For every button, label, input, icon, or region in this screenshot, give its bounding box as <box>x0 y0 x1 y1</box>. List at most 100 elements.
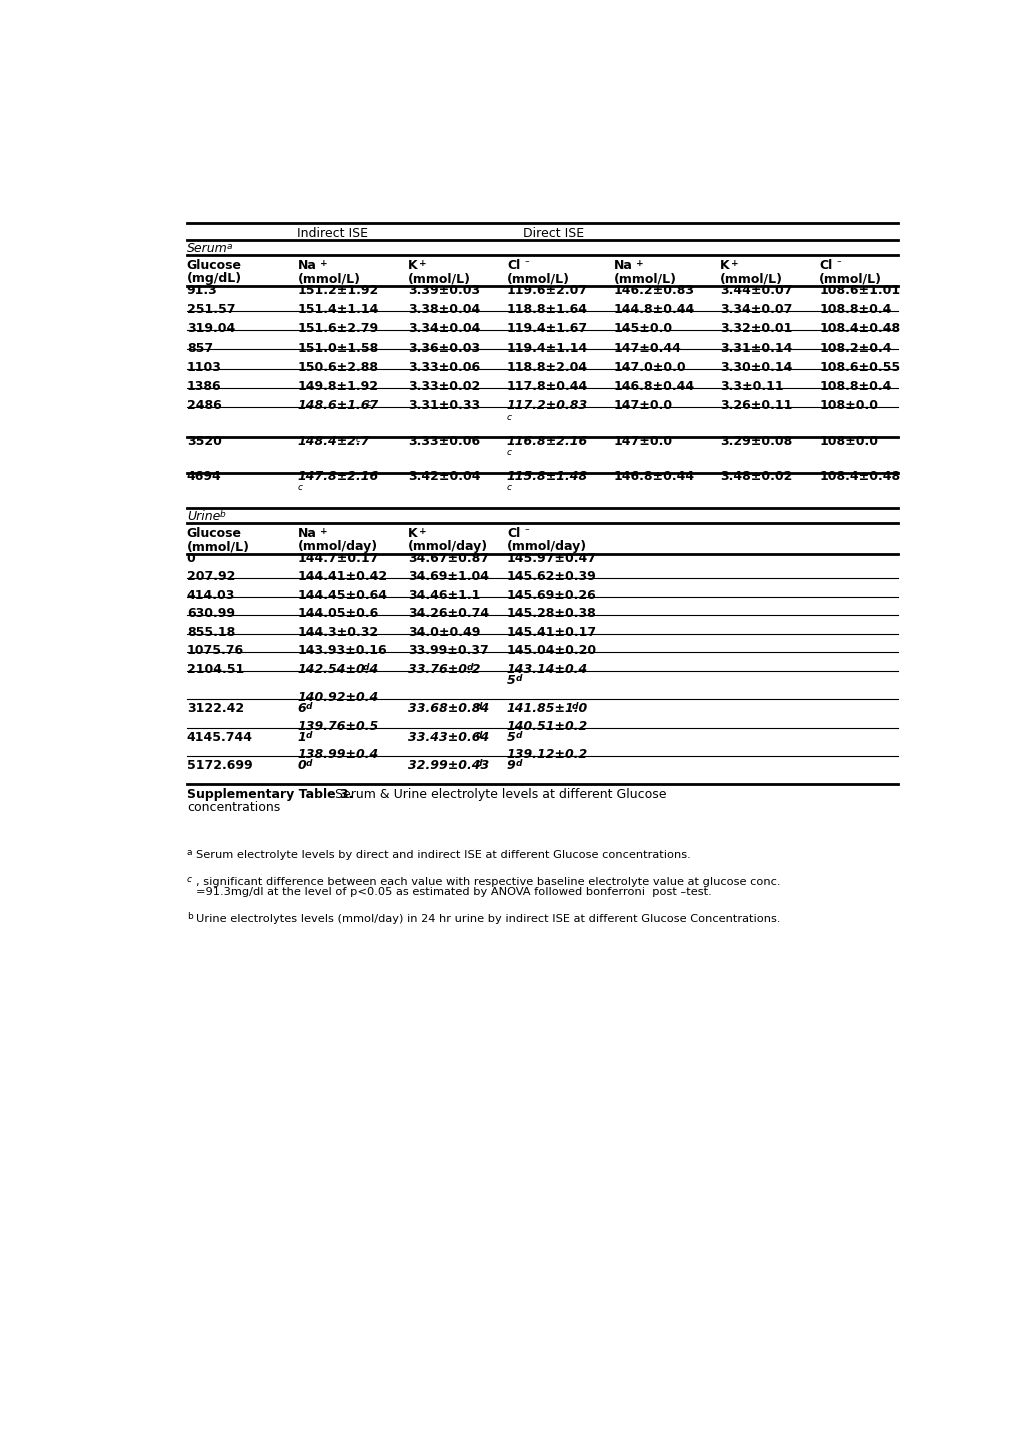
Text: Serum: Serum <box>186 242 227 255</box>
Text: c: c <box>506 413 512 421</box>
Text: (mmol/day): (mmol/day) <box>298 541 377 554</box>
Text: 1075.76: 1075.76 <box>186 645 244 658</box>
Text: 108.6±0.55: 108.6±0.55 <box>818 361 900 374</box>
Text: 3.38±0.04: 3.38±0.04 <box>408 303 480 316</box>
Text: 139.76±0.5: 139.76±0.5 <box>298 720 378 733</box>
Text: ⁻: ⁻ <box>836 260 841 268</box>
Text: 0: 0 <box>298 759 306 772</box>
Text: 118.8±1.64: 118.8±1.64 <box>506 303 587 316</box>
Text: d: d <box>466 662 473 672</box>
Text: 145.97±0.47: 145.97±0.47 <box>506 553 596 566</box>
Text: 147.8±2.16: 147.8±2.16 <box>298 470 378 483</box>
Text: 108.4±0.48: 108.4±0.48 <box>818 322 900 336</box>
Text: 3122.42: 3122.42 <box>186 703 244 716</box>
Text: 119.6±2.07: 119.6±2.07 <box>506 284 588 297</box>
Text: d: d <box>476 759 482 768</box>
Text: 145.28±0.38: 145.28±0.38 <box>506 608 596 620</box>
Text: (mmol/day): (mmol/day) <box>408 541 488 554</box>
Text: K: K <box>408 527 418 540</box>
Text: 138.99±0.4: 138.99±0.4 <box>298 749 378 762</box>
Text: Glucose: Glucose <box>186 260 242 273</box>
Text: 3.34±0.07: 3.34±0.07 <box>719 303 792 316</box>
Text: 141.85±1.0: 141.85±1.0 <box>506 703 588 716</box>
Text: Indirect ISE: Indirect ISE <box>298 227 368 240</box>
Text: 144.41±0.42: 144.41±0.42 <box>298 570 387 583</box>
Text: b: b <box>220 509 225 518</box>
Text: 117.8±0.44: 117.8±0.44 <box>506 381 588 394</box>
Text: 151.6±2.79: 151.6±2.79 <box>298 322 378 336</box>
Text: 140.92±0.4: 140.92±0.4 <box>298 691 378 704</box>
Text: Cl: Cl <box>818 260 832 273</box>
Text: Glucose: Glucose <box>186 527 242 540</box>
Text: 5172.699: 5172.699 <box>186 759 252 772</box>
Text: (mmol/L): (mmol/L) <box>408 273 471 286</box>
Text: 34.69±1.04: 34.69±1.04 <box>408 570 489 583</box>
Text: 146.8±0.44: 146.8±0.44 <box>613 381 694 394</box>
Text: 146.2±0.83: 146.2±0.83 <box>613 284 694 297</box>
Text: 147±0.44: 147±0.44 <box>613 342 681 355</box>
Text: 3.33±0.02: 3.33±0.02 <box>408 381 480 394</box>
Text: Na: Na <box>298 260 316 273</box>
Text: d: d <box>306 759 313 768</box>
Text: d: d <box>306 703 313 711</box>
Text: 3.42±0.04: 3.42±0.04 <box>408 470 480 483</box>
Text: a: a <box>186 847 193 857</box>
Text: 108.6±1.01: 108.6±1.01 <box>818 284 900 297</box>
Text: 91.3: 91.3 <box>186 284 217 297</box>
Text: 33.68±0.84: 33.68±0.84 <box>408 703 489 716</box>
Text: 3.48±0.02: 3.48±0.02 <box>719 470 792 483</box>
Text: Urine electrolytes levels (mmol/day) in 24 hr urine by indirect ISE at different: Urine electrolytes levels (mmol/day) in … <box>196 915 780 925</box>
Text: 145±0.0: 145±0.0 <box>613 322 673 336</box>
Text: 143.93±0.16: 143.93±0.16 <box>298 645 386 658</box>
Text: 1103: 1103 <box>186 361 221 374</box>
Text: c: c <box>356 434 361 444</box>
Text: (mmol/L): (mmol/L) <box>186 541 250 554</box>
Text: Cl: Cl <box>506 527 520 540</box>
Text: 144.8±0.44: 144.8±0.44 <box>613 303 694 316</box>
Text: Direct ISE: Direct ISE <box>522 227 583 240</box>
Text: 119.4±1.14: 119.4±1.14 <box>506 342 588 355</box>
Text: d: d <box>516 674 522 683</box>
Text: 147.0±0.0: 147.0±0.0 <box>613 361 686 374</box>
Text: 3.31±0.33: 3.31±0.33 <box>408 400 480 413</box>
Text: 414.03: 414.03 <box>186 589 235 602</box>
Text: 3.33±0.06: 3.33±0.06 <box>408 361 480 374</box>
Text: 3520: 3520 <box>186 434 221 447</box>
Text: 148.6±1.67: 148.6±1.67 <box>298 400 378 413</box>
Text: c: c <box>506 483 512 492</box>
Text: d: d <box>306 730 313 739</box>
Text: 4145.744: 4145.744 <box>186 730 253 743</box>
Text: 33.99±0.37: 33.99±0.37 <box>408 645 488 658</box>
Text: +: + <box>419 260 426 268</box>
Text: d: d <box>362 662 369 672</box>
Text: Urine: Urine <box>186 511 220 524</box>
Text: 108±0.0: 108±0.0 <box>818 434 877 447</box>
Text: (mmol/day): (mmol/day) <box>506 541 587 554</box>
Text: 145.41±0.17: 145.41±0.17 <box>506 626 596 639</box>
Text: , significant difference between each value with respective baseline electrolyte: , significant difference between each va… <box>196 876 780 886</box>
Text: 855.18: 855.18 <box>186 626 234 639</box>
Text: concentrations: concentrations <box>186 801 280 814</box>
Text: ⁻: ⁻ <box>524 260 529 268</box>
Text: 144.45±0.64: 144.45±0.64 <box>298 589 387 602</box>
Text: 146.8±0.44: 146.8±0.44 <box>613 470 694 483</box>
Text: +: + <box>319 527 327 537</box>
Text: 4694: 4694 <box>186 470 221 483</box>
Text: 108.8±0.4: 108.8±0.4 <box>818 381 891 394</box>
Text: K: K <box>719 260 730 273</box>
Text: 34.67±0.87: 34.67±0.87 <box>408 553 489 566</box>
Text: 147±0.0: 147±0.0 <box>613 400 673 413</box>
Text: 857: 857 <box>186 342 213 355</box>
Text: d: d <box>476 703 482 711</box>
Text: 139.12±0.2: 139.12±0.2 <box>506 749 588 762</box>
Text: 3.26±0.11: 3.26±0.11 <box>719 400 792 413</box>
Text: 145.69±0.26: 145.69±0.26 <box>506 589 596 602</box>
Text: 151.4±1.14: 151.4±1.14 <box>298 303 378 316</box>
Text: Supplementary Table 3.: Supplementary Table 3. <box>186 788 353 801</box>
Text: +: + <box>419 527 426 537</box>
Text: ⁻: ⁻ <box>524 527 529 537</box>
Text: +: + <box>731 260 739 268</box>
Text: 3.30±0.14: 3.30±0.14 <box>719 361 792 374</box>
Text: +: + <box>635 260 643 268</box>
Text: 33.76±0.2: 33.76±0.2 <box>408 662 480 675</box>
